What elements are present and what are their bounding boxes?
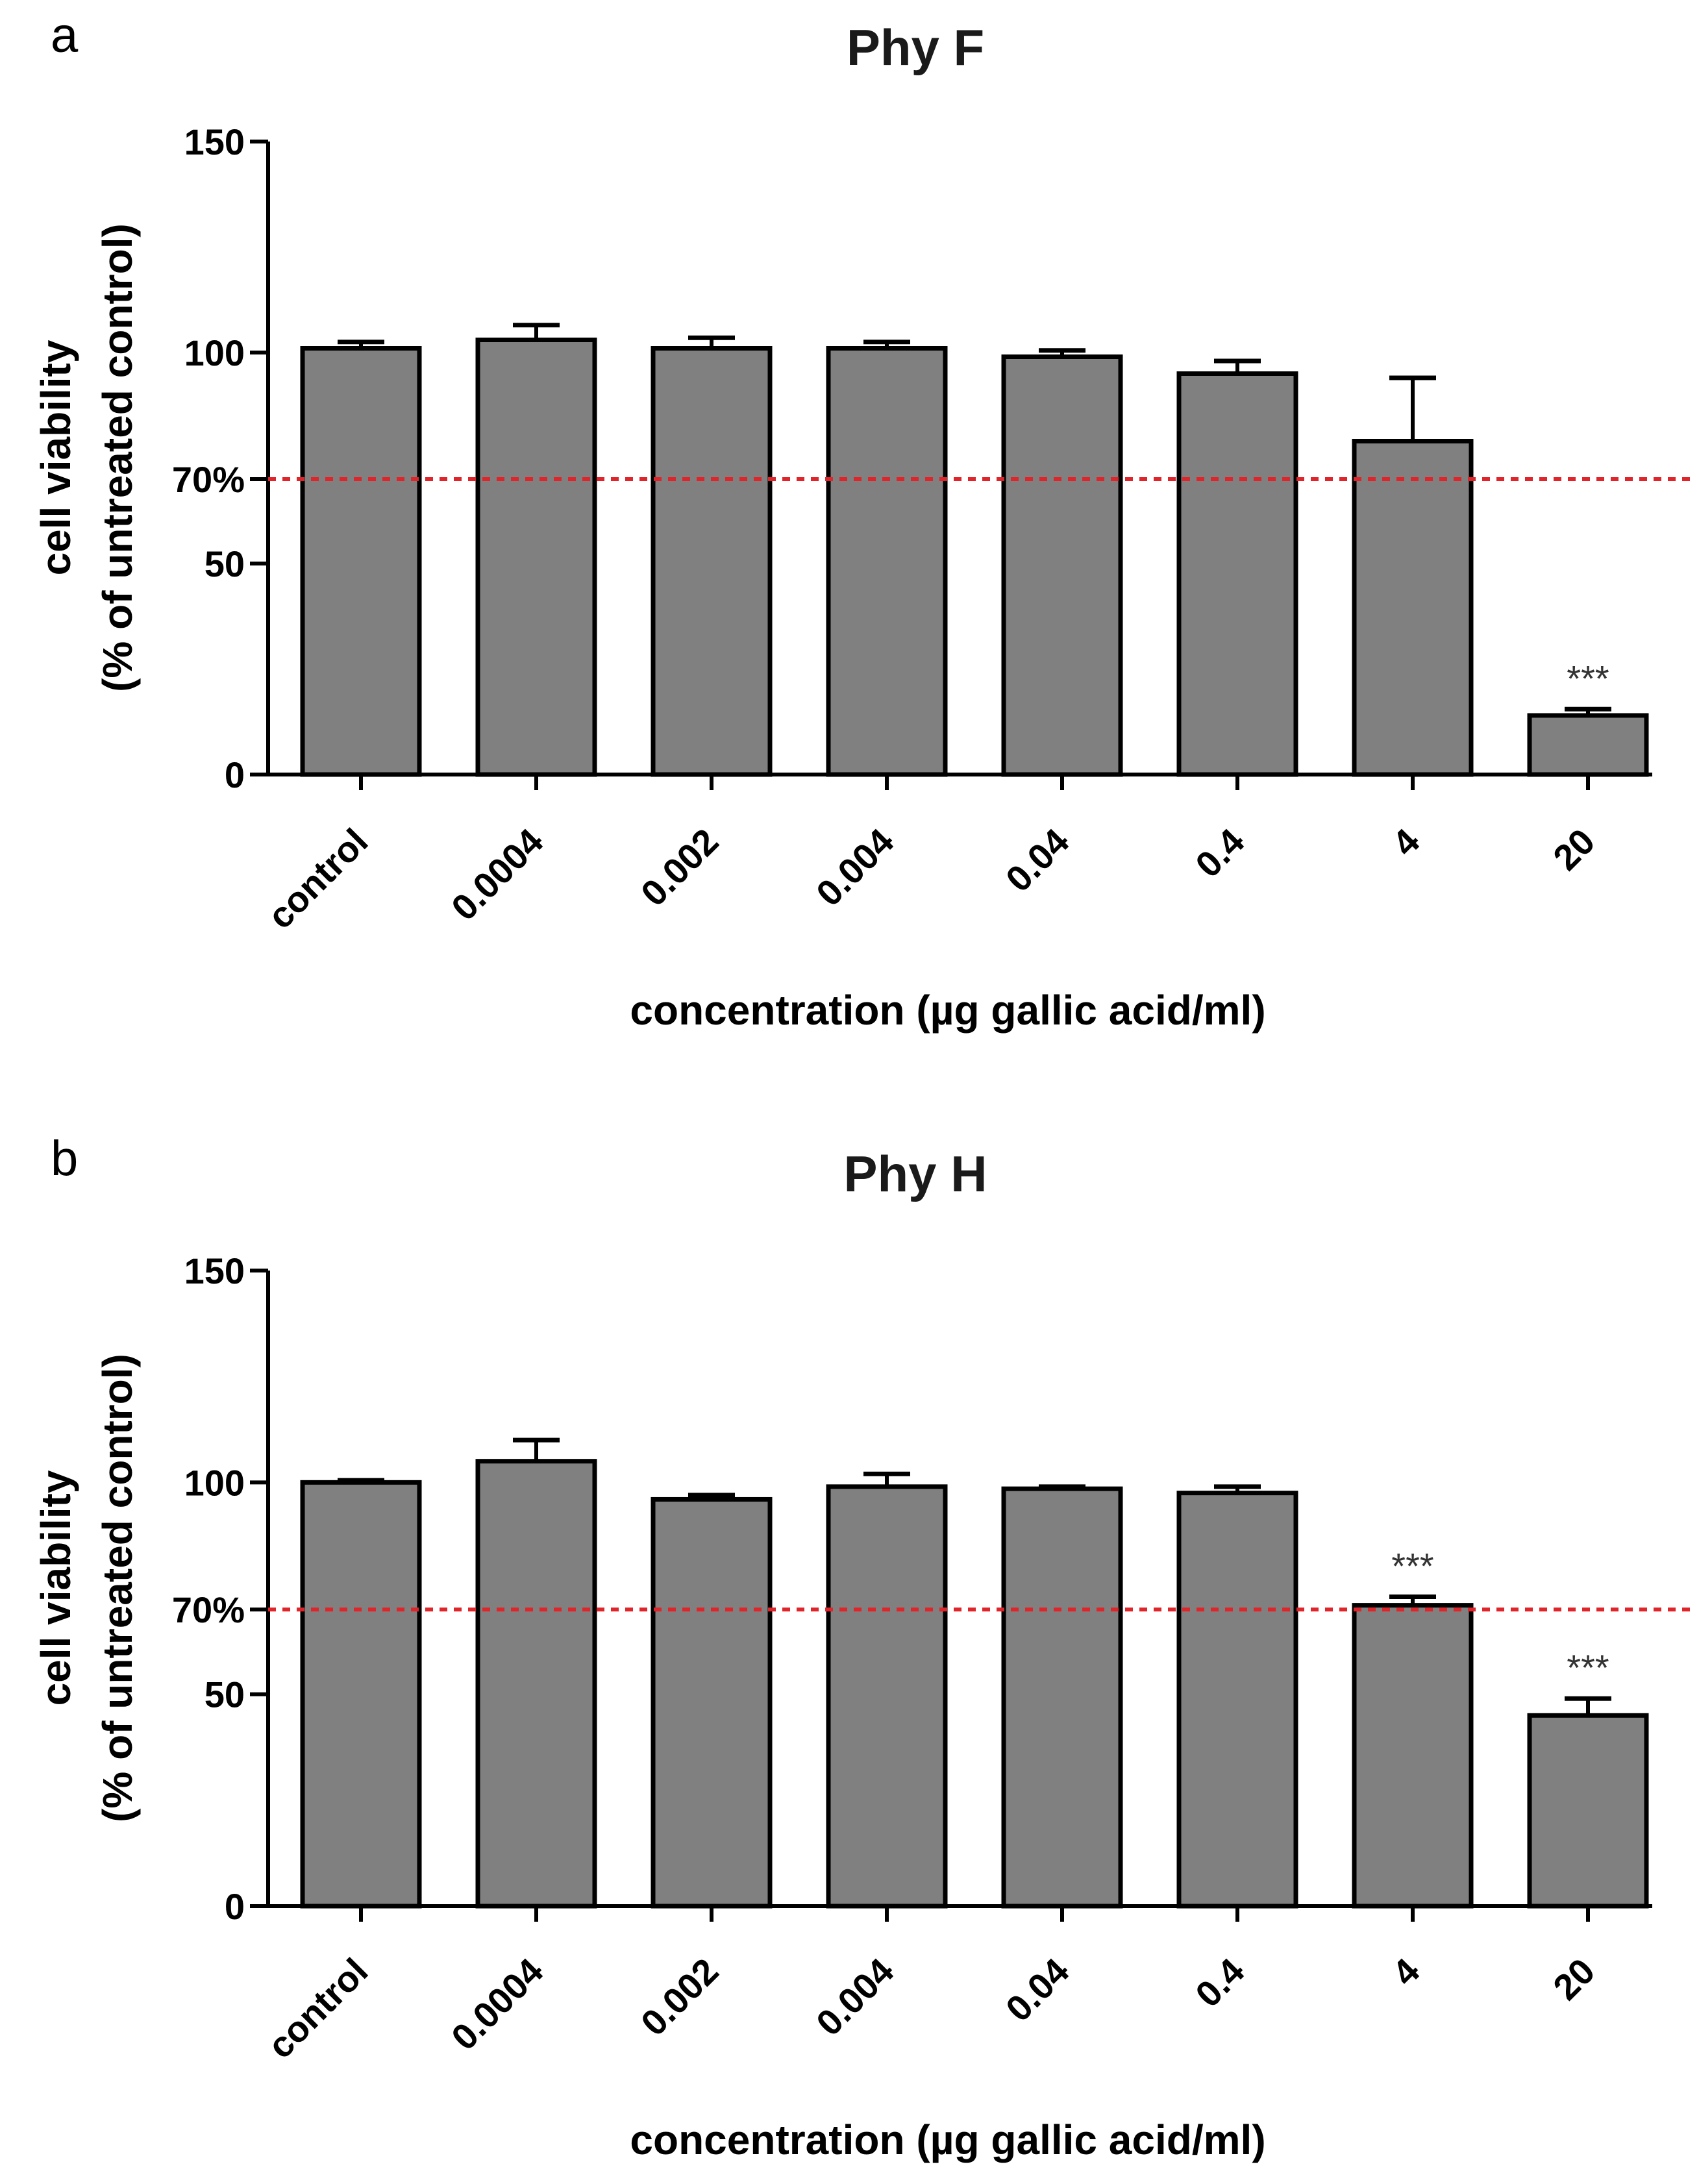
- significance-marker: ***: [1567, 658, 1609, 699]
- reference-line-label: 70%: [172, 1589, 245, 1630]
- bar-0.4: [1176, 1491, 1298, 1909]
- y-tick-label: 50: [205, 1674, 245, 1715]
- panel-label: a: [51, 8, 79, 63]
- reference-line-label: 70%: [172, 459, 245, 500]
- chart-panel-a: a Phy F 0 50 100 150 control 0.0004 0.002 0.004 0.…: [32, 8, 1691, 1034]
- chart-title: Phy F: [847, 19, 984, 76]
- chart-title: Phy H: [843, 1145, 987, 1202]
- x-tick-label: 0.0004: [443, 821, 551, 928]
- y-axis-title: cell viability: [32, 340, 79, 575]
- y-axis-subtitle: (% of untreated control): [94, 223, 141, 692]
- x-tick-label: 20: [1545, 821, 1603, 878]
- bar-0.04: [1001, 1486, 1123, 1909]
- bar-20: [1527, 1713, 1649, 1909]
- x-tick-label: control: [260, 1950, 376, 2066]
- bar-0.0004: [475, 338, 597, 777]
- x-tick-label: 0.004: [808, 1950, 902, 2044]
- x-axis-title: concentration (µg gallic acid/ml): [630, 987, 1265, 1034]
- x-tick-label: 0.002: [633, 1950, 726, 2044]
- bar-0.002: [651, 1496, 773, 1909]
- y-tick-label: 150: [184, 1250, 245, 1291]
- x-tick-label: 0.0004: [443, 1950, 551, 2058]
- y-tick-label: 100: [184, 332, 245, 373]
- bar-0.0004: [475, 1459, 597, 1909]
- x-tick-label: 4: [1384, 1950, 1428, 1994]
- significance-marker: ***: [1567, 1647, 1609, 1688]
- y-tick-label: 0: [225, 754, 245, 795]
- bar-0.002: [651, 346, 773, 777]
- chart-panel-b: b Phy H 0 50 100 150 control 0.0004 0.002 0.004 0.…: [32, 1131, 1691, 2163]
- bar-0.004: [826, 1484, 948, 1909]
- y-tick-label: 100: [184, 1462, 245, 1503]
- x-tick-label: 0.4: [1187, 821, 1252, 886]
- y-axis-title: cell viability: [32, 1470, 79, 1706]
- x-tick-label: 0.4: [1187, 1950, 1252, 2015]
- x-tick-label: control: [260, 821, 376, 937]
- y-tick-label: 50: [205, 543, 245, 584]
- significance-marker: ***: [1391, 1546, 1433, 1587]
- panel-label: b: [51, 1131, 78, 1186]
- x-tick-label: 0.004: [808, 821, 902, 914]
- x-tick-label: 0.04: [998, 821, 1077, 900]
- y-axis-subtitle: (% of untreated control): [94, 1354, 141, 1822]
- bar-20: [1527, 713, 1649, 777]
- y-tick-label: 0: [225, 1886, 245, 1927]
- x-tick-label: 0.04: [998, 1950, 1077, 2029]
- bar-control: [300, 1480, 422, 1909]
- bar-control: [300, 346, 422, 777]
- x-tick-label: 20: [1545, 1950, 1603, 2008]
- bar-0.04: [1001, 354, 1123, 777]
- x-axis-title: concentration (µg gallic acid/ml): [630, 2116, 1265, 2163]
- bar-0.4: [1176, 371, 1298, 777]
- bar-0.004: [826, 346, 948, 777]
- bar-4: [1352, 1603, 1474, 1909]
- bar-4: [1352, 439, 1474, 777]
- x-tick-label: 4: [1384, 821, 1428, 864]
- y-tick-label: 150: [184, 121, 245, 162]
- x-tick-label: 0.002: [633, 821, 726, 914]
